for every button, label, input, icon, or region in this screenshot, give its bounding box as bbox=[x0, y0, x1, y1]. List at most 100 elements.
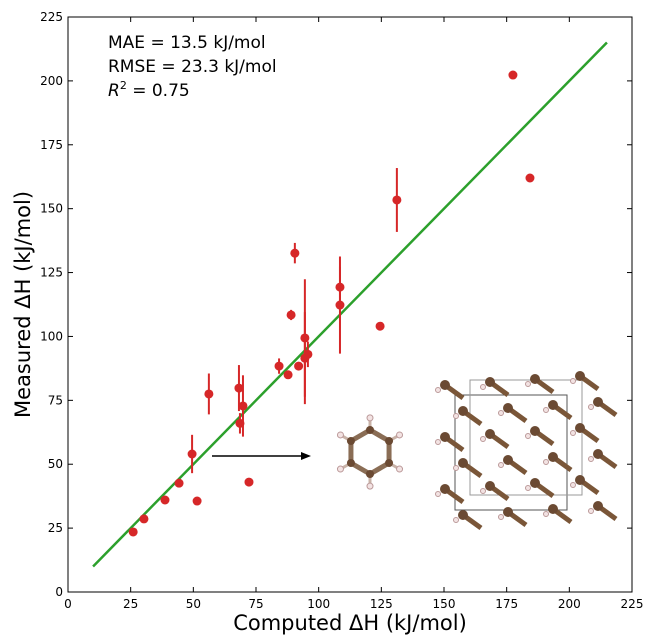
carbon bbox=[485, 377, 495, 387]
y-tick-label: 200 bbox=[40, 74, 63, 88]
data-point bbox=[244, 477, 254, 487]
carbon bbox=[485, 481, 495, 491]
carbon bbox=[593, 501, 603, 511]
hydrogen bbox=[453, 413, 459, 419]
r2-annotation: R2 = 0.75 bbox=[108, 79, 190, 101]
x-tick-label: 100 bbox=[307, 597, 330, 611]
y-tick-label: 75 bbox=[48, 393, 63, 407]
hydrogen bbox=[588, 404, 594, 410]
x-tick-label: 0 bbox=[64, 597, 72, 611]
y-tick-label: 0 bbox=[55, 585, 63, 599]
carbon bbox=[593, 397, 603, 407]
x-tick-label: 225 bbox=[621, 597, 644, 611]
carbon bbox=[548, 400, 558, 410]
hydrogen bbox=[588, 508, 594, 514]
x-tick-label: 150 bbox=[433, 597, 456, 611]
data-point bbox=[192, 496, 202, 506]
hydrogen bbox=[543, 407, 549, 413]
data-point bbox=[274, 361, 284, 371]
arrowhead bbox=[301, 452, 311, 460]
data-point bbox=[286, 310, 296, 320]
data-point bbox=[335, 300, 345, 310]
hydrogen bbox=[435, 491, 441, 497]
hydrogen bbox=[525, 381, 531, 387]
carbon bbox=[458, 510, 468, 520]
hydrogen bbox=[543, 459, 549, 465]
data-point bbox=[234, 383, 244, 393]
x-axis-label: Computed ΔH (kJ/mol) bbox=[233, 611, 467, 635]
unit-cell bbox=[469, 379, 583, 496]
r2-part: R bbox=[108, 81, 120, 101]
r2-part: 2 bbox=[120, 79, 127, 92]
carbon bbox=[548, 452, 558, 462]
benzene-molecule bbox=[336, 414, 404, 490]
plot-frame bbox=[67, 16, 633, 593]
data-point bbox=[187, 449, 197, 459]
carbon bbox=[503, 403, 513, 413]
x-tick-label: 25 bbox=[123, 597, 138, 611]
carbon bbox=[458, 458, 468, 468]
hydrogen bbox=[396, 465, 404, 473]
hydrogen bbox=[366, 482, 374, 490]
x-tick-label: 200 bbox=[558, 597, 581, 611]
carbon bbox=[366, 470, 374, 478]
carbon bbox=[575, 475, 585, 485]
carbon bbox=[385, 459, 394, 467]
carbon bbox=[346, 459, 355, 467]
y-tick-label: 175 bbox=[40, 138, 63, 152]
hydrogen bbox=[396, 431, 404, 439]
hydrogen bbox=[435, 439, 441, 445]
y-tick-label: 25 bbox=[48, 521, 63, 535]
data-point bbox=[294, 361, 304, 371]
carbon bbox=[530, 478, 540, 488]
hydrogen bbox=[588, 456, 594, 462]
hydrogen bbox=[570, 378, 576, 384]
hydrogen bbox=[498, 410, 504, 416]
carbon bbox=[440, 380, 450, 390]
data-point bbox=[160, 495, 170, 505]
hydrogen bbox=[543, 511, 549, 517]
data-point bbox=[375, 321, 385, 331]
carbon bbox=[458, 406, 468, 416]
data-point bbox=[392, 195, 402, 205]
crystal-structure bbox=[435, 371, 618, 531]
data-point bbox=[174, 478, 184, 488]
hydrogen bbox=[498, 514, 504, 520]
hydrogen bbox=[480, 384, 486, 390]
carbon bbox=[530, 426, 540, 436]
data-point bbox=[204, 389, 214, 399]
carbon bbox=[593, 449, 603, 459]
carbon bbox=[440, 484, 450, 494]
hydrogen bbox=[366, 414, 374, 422]
carbon bbox=[440, 432, 450, 442]
data-point bbox=[525, 173, 535, 183]
carbon bbox=[530, 374, 540, 384]
carbon bbox=[385, 437, 394, 445]
hydrogen bbox=[498, 462, 504, 468]
hydrogen bbox=[570, 430, 576, 436]
r2-part: = 0.75 bbox=[127, 81, 190, 101]
carbon bbox=[548, 504, 558, 514]
hydrogen bbox=[480, 436, 486, 442]
carbon bbox=[575, 423, 585, 433]
data-point bbox=[128, 527, 138, 537]
x-tick-label: 50 bbox=[186, 597, 201, 611]
hydrogen bbox=[525, 433, 531, 439]
carbon bbox=[503, 507, 513, 517]
hydrogen bbox=[453, 517, 459, 523]
y-tick-label: 150 bbox=[40, 202, 63, 216]
annotation: MAE = 13.5 kJ/mol bbox=[108, 33, 266, 53]
x-tick-label: 75 bbox=[248, 597, 263, 611]
carbon bbox=[503, 455, 513, 465]
data-point bbox=[303, 349, 313, 359]
annotation: RMSE = 23.3 kJ/mol bbox=[108, 57, 277, 77]
hydrogen bbox=[570, 482, 576, 488]
data-point bbox=[290, 248, 300, 258]
hydrogen bbox=[336, 431, 344, 439]
data-point bbox=[508, 70, 518, 80]
y-tick-label: 125 bbox=[40, 266, 63, 280]
y-tick-label: 225 bbox=[40, 10, 63, 24]
hydrogen bbox=[525, 485, 531, 491]
hydrogen bbox=[435, 387, 441, 393]
